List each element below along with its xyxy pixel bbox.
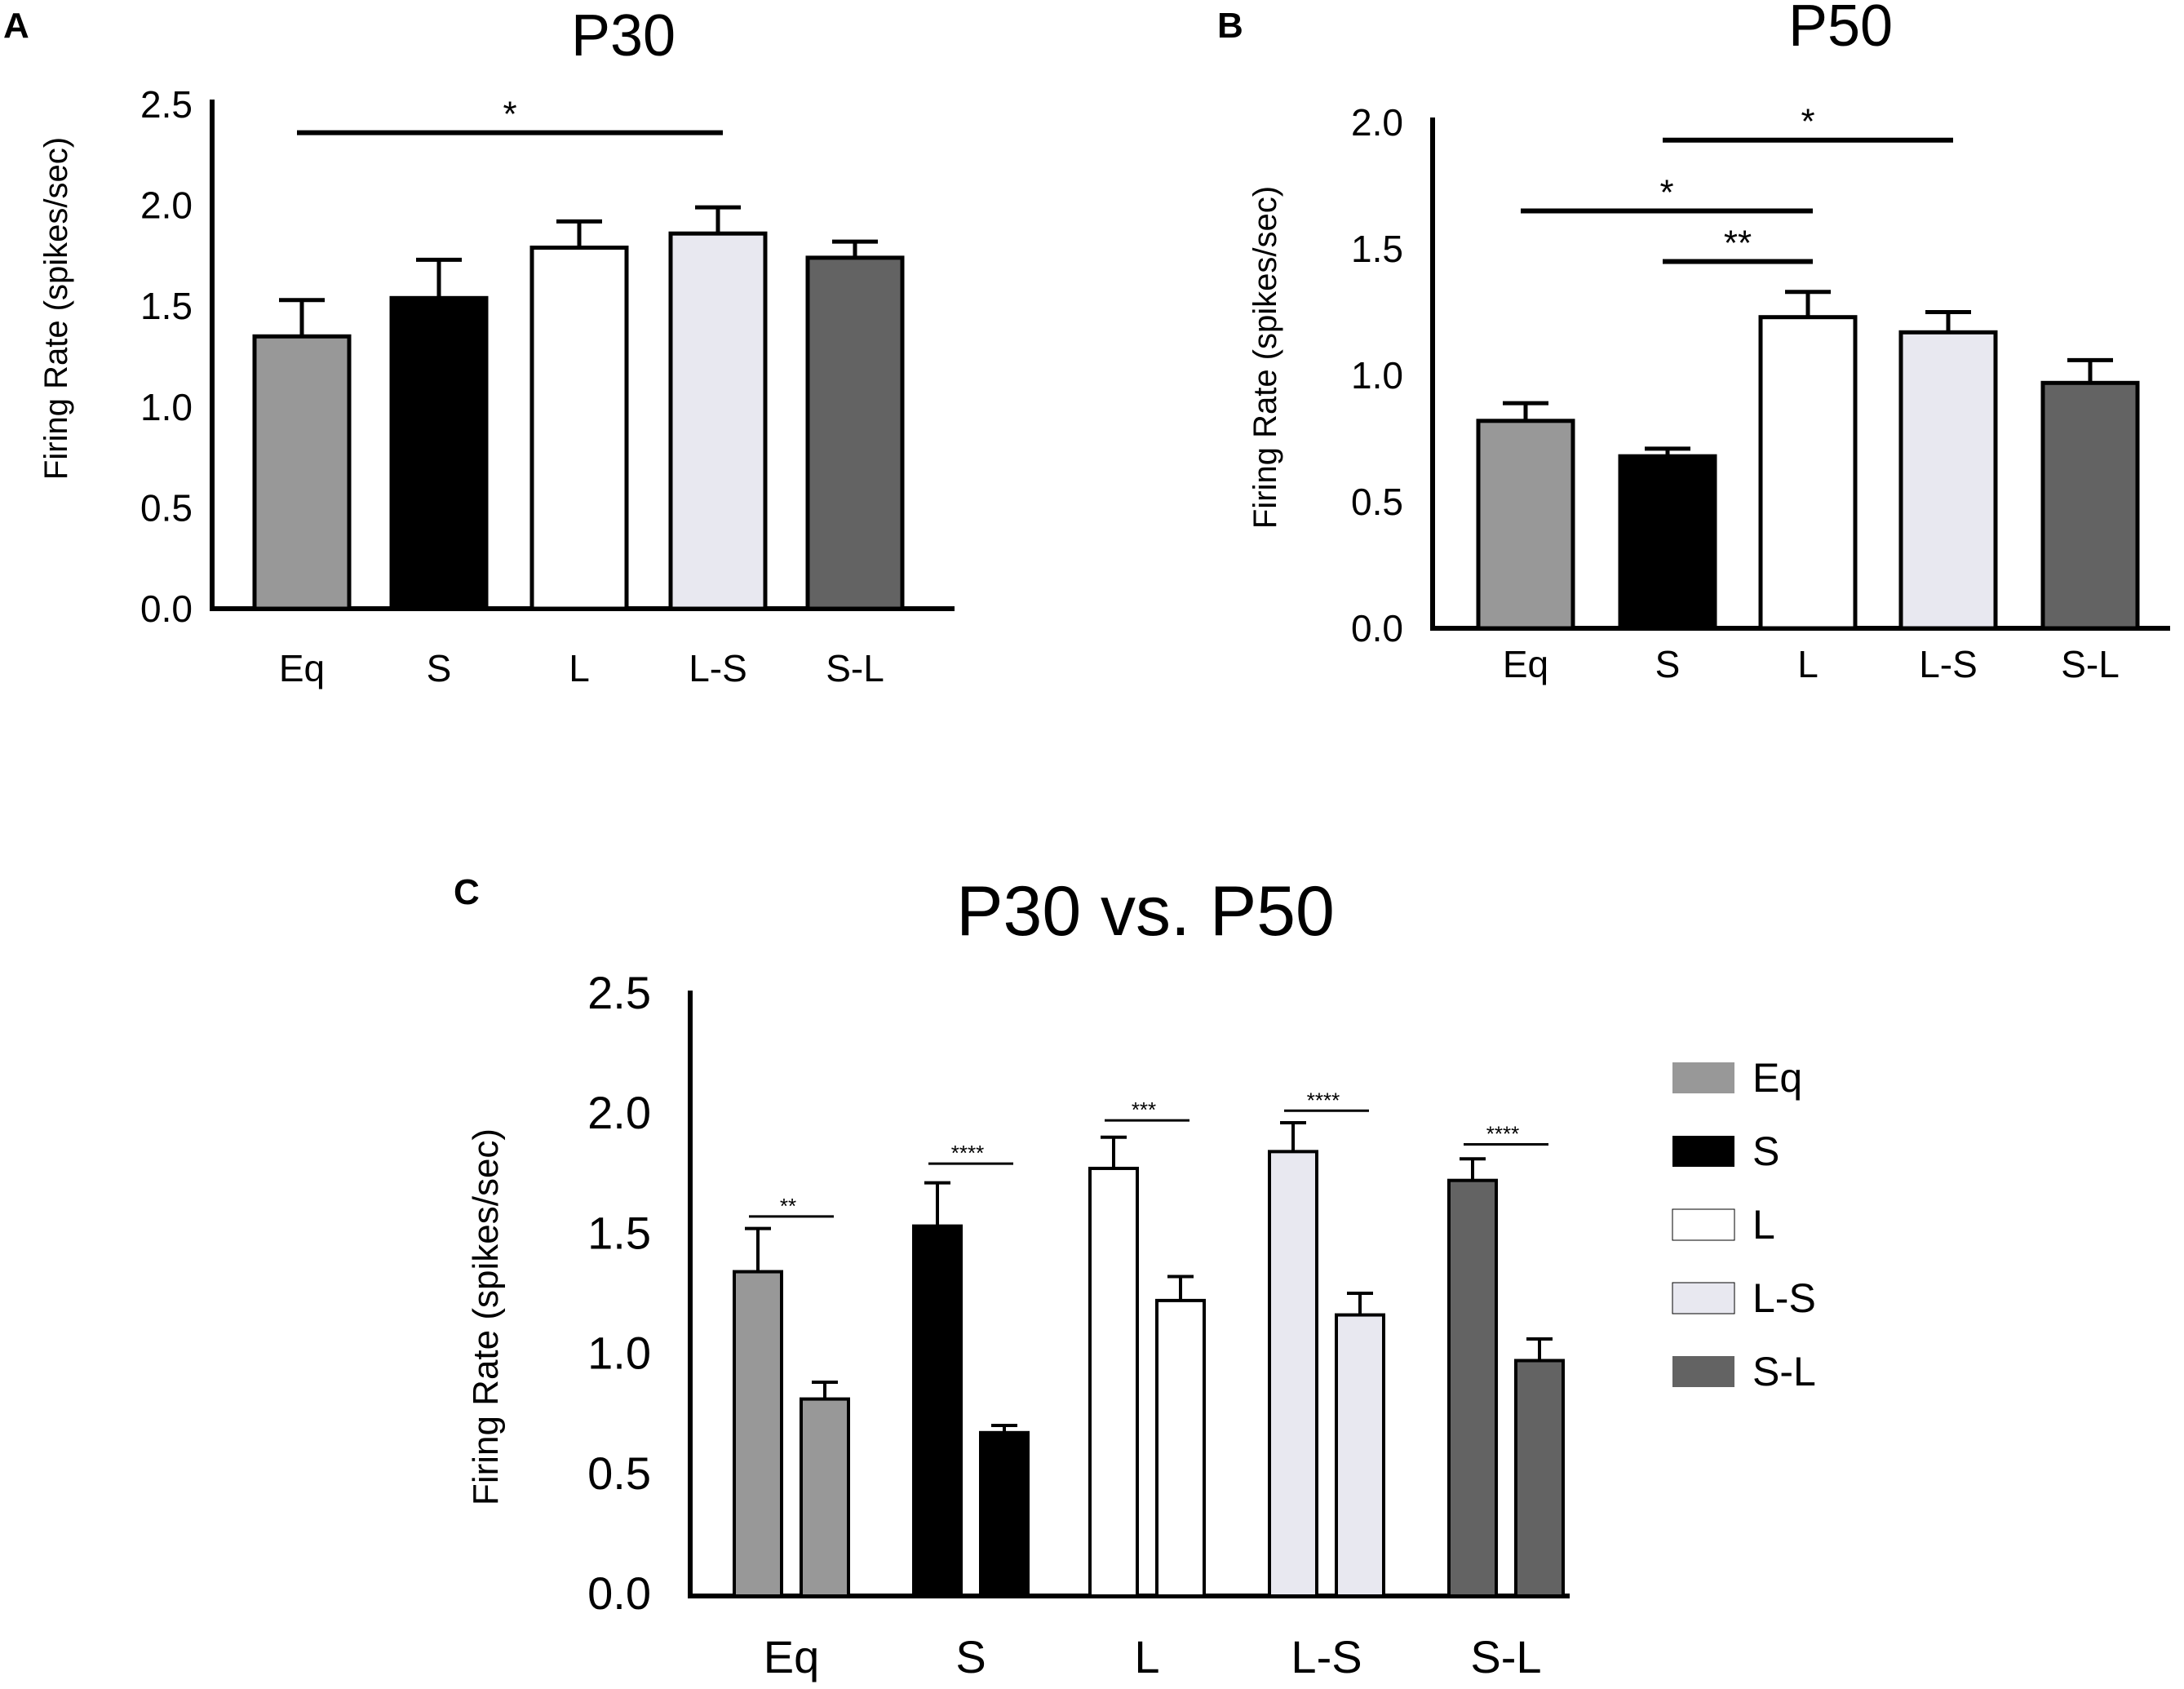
x-tick-label: L-S: [1919, 643, 1978, 685]
bar-eq-p30: [733, 1270, 783, 1598]
bar-l-s-p50: [1335, 1313, 1385, 1598]
bar-eq: [1476, 419, 1575, 631]
y-axis-label: Firing Rate (spikes/sec): [1247, 186, 1283, 529]
chart-title-p30-vs-p50: P30 vs. P50: [956, 872, 1335, 951]
significance-label: *: [1659, 173, 1673, 213]
bar-l-s: [1898, 330, 1998, 631]
legend-swatch-s: [1672, 1136, 1734, 1167]
x-tick-label: L-S: [689, 647, 747, 689]
legend: Eq SL L-S S-L: [1672, 1055, 1816, 1394]
x-tick-label: L: [1134, 1631, 1159, 1682]
panel-b: B P50 Firing Rate (spikes/sec) 0.0 0.5 1.0…: [1217, 0, 2170, 685]
panel-label-a: A: [3, 6, 29, 46]
panel-label-c: C: [454, 872, 480, 912]
legend-label-s: S: [1752, 1128, 1779, 1174]
significance-label: ****: [1307, 1088, 1340, 1112]
x-tick-label: S-L: [2061, 643, 2120, 685]
y-tick-label: 0.5: [1351, 481, 1403, 523]
bar-s: [389, 295, 489, 611]
x-tick-label: S-L: [1470, 1631, 1541, 1682]
x-tick-label: Eq: [764, 1631, 820, 1682]
legend-swatch-eq: [1672, 1062, 1734, 1093]
significance-label: **: [1724, 224, 1752, 264]
x-tick-label: L-S: [1291, 1631, 1362, 1682]
significance-label: ****: [951, 1141, 984, 1165]
legend-label-l-s: L-S: [1752, 1275, 1816, 1321]
y-tick-label: 0.0: [1351, 607, 1403, 649]
bar-eq-p50: [800, 1397, 850, 1598]
y-tick-label: 2.5: [140, 83, 193, 126]
legend-label-s-l: S-L: [1752, 1349, 1816, 1394]
y-tick-label: 0.0: [140, 587, 193, 630]
x-tick-label: L: [569, 647, 590, 689]
legend-label-l: L: [1752, 1202, 1775, 1248]
y-axis-label: Firing Rate (spikes/sec): [466, 1128, 506, 1505]
panel-c: C P30 vs. P50 Firing Rate (spikes/sec) 0…: [454, 872, 1816, 1682]
panel-a: A P30 Firing Rate (spikes/sec) 0.0 0.5 1.0…: [3, 3, 955, 689]
bar-l-p50: [1155, 1298, 1206, 1598]
plot-area: 0.0 0.5 1.0 1.5 2.0 2.5 Eq S L L-S S-L *: [140, 83, 955, 689]
x-tick-label: L: [1797, 643, 1819, 685]
x-tick-label: Eq: [279, 647, 325, 689]
panel-label-b: B: [1217, 6, 1243, 46]
bar-l: [1758, 315, 1858, 631]
x-tick-label: S: [427, 647, 452, 689]
y-axis-label: Firing Rate (spikes/sec): [38, 137, 74, 480]
bar-s-l: [805, 255, 905, 611]
bar-l-s-p30: [1268, 1150, 1318, 1598]
bar-s-l: [2040, 380, 2140, 631]
y-tick-label: 1.0: [1351, 354, 1403, 397]
y-tick-label: 1.5: [140, 285, 193, 327]
legend-swatch-l: [1672, 1208, 1735, 1241]
bar-l-s: [668, 231, 768, 611]
y-tick-label: 0.5: [587, 1447, 651, 1499]
bar-s-l-p30: [1447, 1178, 1498, 1598]
legend-swatch-s-l: [1672, 1356, 1734, 1387]
x-tick-label: Eq: [1503, 643, 1548, 685]
y-tick-label: 2.0: [140, 184, 193, 227]
plot-area: 0.00.51.01.52.0Eq S L L-S S-L****: [1351, 101, 2170, 685]
y-tick-label: 0.0: [587, 1567, 651, 1619]
bar-l: [529, 246, 629, 611]
bar-l-p30: [1088, 1166, 1139, 1598]
bar-s-p50: [979, 1430, 1030, 1598]
x-tick-label: S-L: [826, 647, 884, 689]
y-tick-label: 2.0: [587, 1087, 651, 1138]
significance-label: ***: [1132, 1097, 1156, 1122]
legend-swatch-l-s: [1672, 1282, 1735, 1314]
y-tick-label: 0.5: [140, 486, 193, 529]
y-tick-label: 1.5: [587, 1207, 651, 1258]
y-tick-label: 2.0: [1351, 101, 1403, 144]
chart-title-p50: P50: [1788, 0, 1893, 59]
y-tick-label: 1.0: [140, 386, 193, 428]
significance-label: *: [503, 95, 516, 135]
x-tick-label: S: [1655, 643, 1681, 685]
bar-s: [1618, 454, 1717, 631]
significance-label: **: [780, 1194, 796, 1218]
legend-label-eq: Eq: [1752, 1055, 1802, 1101]
bar-eq: [252, 334, 352, 611]
y-tick-label: 1.5: [1351, 228, 1403, 270]
y-tick-label: 2.5: [587, 967, 651, 1018]
bar-s-l-p50: [1514, 1359, 1565, 1598]
plot-area: 0.00.51.01.52.02.5Eq S L L-S S-L********* ***…: [587, 967, 1570, 1682]
y-tick-label: 1.0: [587, 1328, 651, 1379]
chart-title-p30: P30: [571, 3, 676, 69]
significance-label: ****: [1486, 1122, 1519, 1146]
x-tick-label: S: [955, 1631, 986, 1682]
bar-s-p30: [912, 1224, 963, 1598]
significance-label: *: [1801, 102, 1814, 142]
